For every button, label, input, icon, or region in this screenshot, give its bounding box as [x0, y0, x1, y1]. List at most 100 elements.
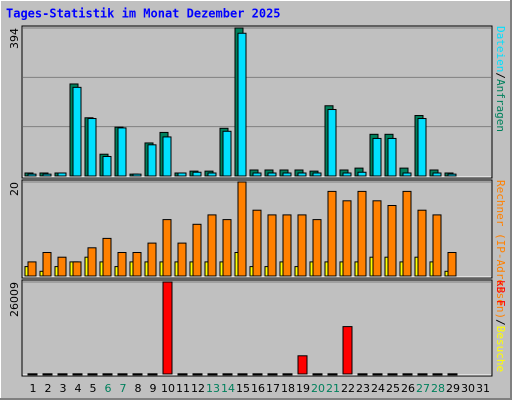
- bar: [147, 242, 157, 277]
- bar: [87, 247, 97, 277]
- x-tick-label: 12: [191, 382, 205, 395]
- bar: [297, 214, 307, 277]
- bar: [207, 172, 217, 177]
- bar: [417, 118, 427, 177]
- x-tick-label: 16: [251, 382, 265, 395]
- bar: [432, 172, 442, 177]
- bar: [57, 256, 67, 277]
- bar: [282, 214, 292, 277]
- x-tick-label: 8: [135, 382, 142, 395]
- bar: [57, 373, 68, 376]
- bar: [267, 214, 277, 277]
- bar: [282, 172, 292, 177]
- legend: Dateien/Anfragen: [494, 26, 507, 132]
- bar: [372, 200, 382, 277]
- legend-entry: kB F: [494, 280, 507, 307]
- bar: [312, 373, 323, 376]
- x-tick-label: 5: [90, 382, 97, 395]
- panel: [21, 279, 493, 377]
- legend: kB F: [494, 280, 507, 307]
- bar: [447, 252, 457, 277]
- bar: [42, 252, 52, 277]
- bar: [57, 172, 67, 177]
- bar: [252, 172, 262, 177]
- x-tick-label: 18: [281, 382, 295, 395]
- bar: [402, 373, 413, 376]
- bar: [42, 173, 52, 177]
- bar: [27, 373, 38, 376]
- bar: [357, 373, 368, 376]
- bar: [387, 137, 397, 177]
- bar: [42, 373, 53, 376]
- legend-entry: Rechner (IP-Adressen): [494, 180, 507, 319]
- bar: [222, 373, 233, 376]
- x-tick-label: 10: [161, 382, 175, 395]
- bar: [162, 136, 172, 177]
- bar: [132, 173, 142, 177]
- x-tick-label: 4: [75, 382, 82, 395]
- bar: [432, 373, 443, 376]
- x-tick-label: 11: [176, 382, 190, 395]
- x-tick-label: 25: [386, 382, 400, 395]
- bar: [267, 373, 278, 376]
- x-tick-label: 20: [311, 382, 325, 395]
- bar: [177, 242, 187, 277]
- bar: [387, 373, 398, 376]
- bar: [252, 209, 262, 277]
- bar: [417, 209, 427, 277]
- bar: [27, 261, 37, 277]
- bar: [162, 219, 172, 277]
- bar: [372, 373, 383, 376]
- bar: [342, 326, 353, 375]
- bar: [72, 261, 82, 277]
- x-tick-label: 29: [446, 382, 460, 395]
- bar: [417, 373, 428, 376]
- bar: [117, 373, 128, 376]
- bar: [27, 173, 37, 177]
- x-tick-label: 15: [236, 382, 250, 395]
- x-tick-label: 31: [476, 382, 490, 395]
- bar: [192, 223, 202, 277]
- bar: [222, 219, 232, 277]
- x-tick-label: 14: [221, 382, 235, 395]
- legend: Rechner (IP-Adressen)/Besuche: [494, 180, 507, 372]
- x-tick-label: 28: [431, 382, 445, 395]
- chart-title: Tages-Statistik im Monat Dezember 2025: [6, 7, 281, 21]
- bar: [192, 171, 202, 177]
- x-tick-label: 24: [371, 382, 385, 395]
- legend-entry: Anfragen: [494, 79, 507, 132]
- bar: [117, 252, 127, 277]
- y-tick-label: 20: [8, 182, 21, 196]
- bar: [177, 172, 187, 177]
- bar: [162, 281, 173, 375]
- bar: [237, 373, 248, 376]
- bar: [147, 373, 158, 376]
- bar: [372, 137, 382, 177]
- bar: [357, 190, 367, 277]
- x-tick-label: 26: [401, 382, 415, 395]
- bar: [102, 155, 112, 177]
- bar: [327, 190, 337, 277]
- y-tick-label: 26009: [8, 282, 21, 317]
- legend-entry: Besuche: [494, 326, 507, 372]
- bar: [342, 172, 352, 177]
- bar: [87, 373, 98, 376]
- x-tick-label: 30: [461, 382, 475, 395]
- bar: [327, 109, 337, 177]
- bar: [87, 118, 97, 177]
- bar: [282, 373, 293, 376]
- bar: [72, 373, 83, 376]
- bar: [177, 373, 188, 376]
- bar: [387, 205, 397, 277]
- x-tick-label: 19: [296, 382, 310, 395]
- bar: [402, 190, 412, 277]
- x-tick-label: 9: [150, 382, 157, 395]
- bar: [147, 144, 157, 177]
- legend-separator: /: [494, 319, 507, 326]
- bar: [402, 172, 412, 177]
- bar: [447, 173, 457, 177]
- x-tick-label: 2: [45, 382, 52, 395]
